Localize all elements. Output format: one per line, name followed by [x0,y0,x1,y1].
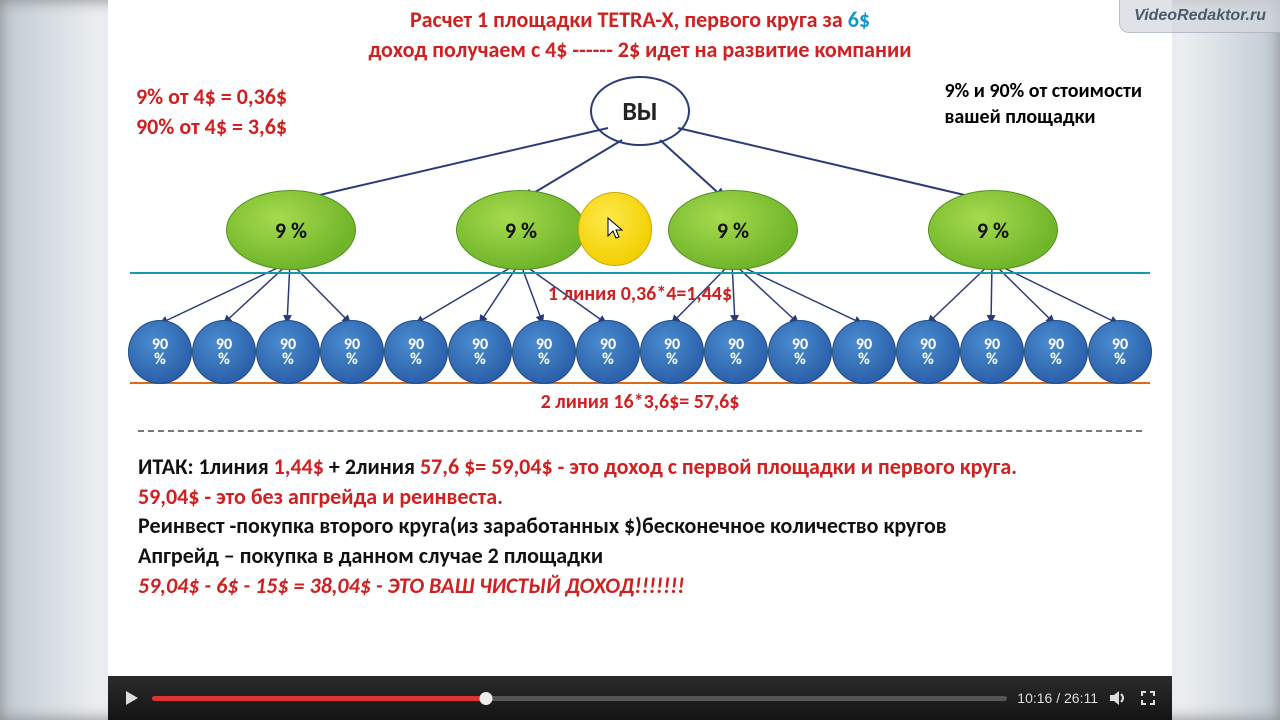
blue-node-3: 90% [320,320,384,384]
blue-node-14: 90% [1024,320,1088,384]
blue-node-7: 90% [576,320,640,384]
summary-p3: Реинвест -покупка второго круга(из зараб… [138,511,1142,541]
slide-title: Расчет 1 площадки TETRA-X, первого круга… [108,6,1172,33]
slide-subtitle: доход получаем с 4$ ------ 2$ идет на ра… [108,36,1172,63]
calc-line1: 9% от 4$ = 0,36$ [136,82,287,112]
divider-dashed [138,430,1142,432]
play-icon[interactable] [122,688,142,708]
level1-label: 1 линия 0,36*4=1,44$ [108,282,1172,306]
blue-node-6: 90% [512,320,576,384]
you-node: ВЫ [590,76,690,146]
blue-node-0: 90% [128,320,192,384]
summary-block: ИТАК: 1линия 1,44$ + 2линия 57,6 $= 59,0… [138,452,1142,600]
cursor-highlight [578,192,652,266]
green-node-0: 9 % [226,190,356,270]
level2-val: 16*3,6$= 57,6$ [613,390,739,414]
video-controls[interactable]: 10:16 / 26:11 [108,676,1172,720]
blue-node-12: 90% [896,320,960,384]
time-display: 10:16 / 26:11 [1017,690,1098,706]
summary-p4: Апгрейд – покупка в данном случае 2 площ… [138,541,1142,571]
blue-node-1: 90% [192,320,256,384]
summary-p2: 59,04$ - это без апгрейда и реинвеста. [138,482,1142,512]
summary-p5: 59,04$ - 6$ - 15$ = 38,04$ - ЭТО ВАШ ЧИС… [138,571,1142,601]
level1-pre: 1 линия [548,282,621,306]
blue-node-4: 90% [384,320,448,384]
level2-pre: 2 линия [541,390,614,414]
seek-track[interactable] [152,696,1007,701]
blue-node-11: 90% [832,320,896,384]
green-node-2: 9 % [668,190,798,270]
calc-line2: 90% от 4$ = 3,6$ [136,112,287,142]
blue-node-5: 90% [448,320,512,384]
level1-val: 0,36*4=1,44$ [621,282,732,306]
calc-block: 9% от 4$ = 0,36$ 90% от 4$ = 3,6$ [136,82,287,141]
green-node-1: 9 % [456,190,586,270]
fullscreen-icon[interactable] [1138,688,1158,708]
green-node-3: 9 % [928,190,1058,270]
blue-node-10: 90% [768,320,832,384]
volume-icon[interactable] [1108,688,1128,708]
note-block: 9% и 90% от стоимости вашей площадки [944,78,1142,130]
cursor-icon [605,216,625,242]
title-pre: Расчет 1 площадки TETRA-X, первого круга… [410,6,848,33]
summary-p1: ИТАК: 1линия 1,44$ + 2линия 57,6 $= 59,0… [138,452,1142,482]
level1-underline [130,272,1150,274]
blue-node-15: 90% [1088,320,1152,384]
slide: Расчет 1 площадки TETRA-X, первого круга… [108,0,1172,720]
title-price: 6$ [848,6,870,33]
seek-played [152,696,486,701]
blue-node-13: 90% [960,320,1024,384]
note-line2: вашей площадки [944,104,1142,130]
blue-node-8: 90% [640,320,704,384]
blue-node-9: 90% [704,320,768,384]
level2-label: 2 линия 16*3,6$= 57,6$ [108,390,1172,414]
note-line1: 9% и 90% от стоимости [944,78,1142,104]
seek-knob[interactable] [479,692,492,705]
watermark: VideoRedaktor.ru [1119,0,1280,33]
blue-node-2: 90% [256,320,320,384]
